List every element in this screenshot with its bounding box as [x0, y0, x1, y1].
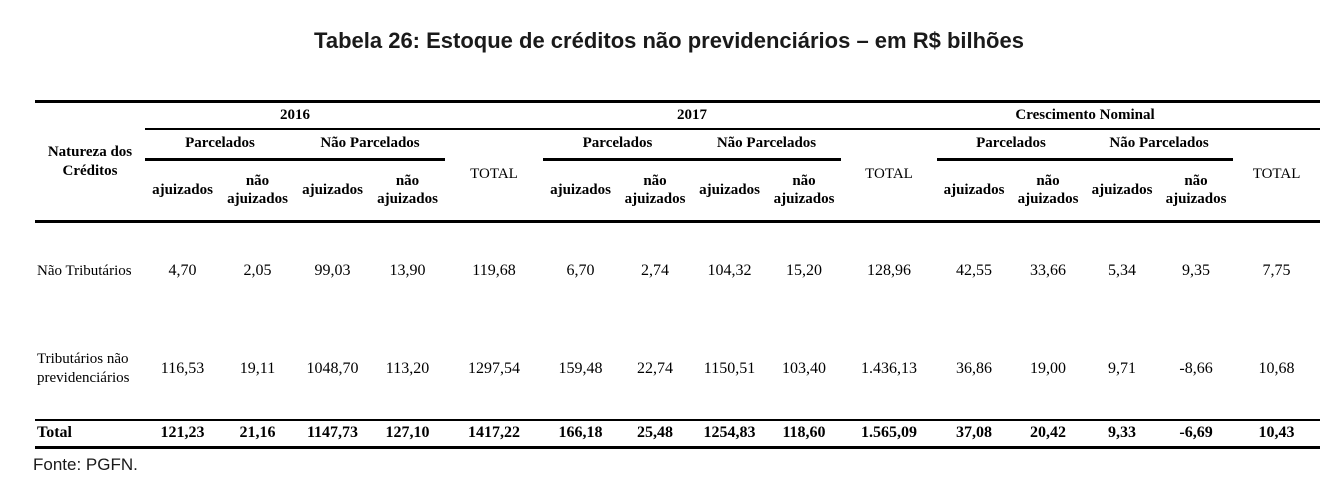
value-cell: 1048,70	[306, 360, 359, 377]
value-cell: 5,34	[1108, 262, 1136, 280]
value-cell: 9,35	[1182, 262, 1211, 280]
credits-table: Natureza dos Créditos 2016 2017 Crescime…	[35, 100, 1321, 449]
col-cresc-parc-ajuizados: ajuizados	[937, 159, 1011, 223]
total-value-cell: 37,08	[937, 418, 1011, 449]
value-cell: 119,68	[472, 262, 516, 280]
value-cell: 1.436,13	[861, 360, 917, 377]
total-row: Total 121,23 21,16 1147,73 127,10 1417,2…	[35, 418, 1321, 449]
value-cell: 36,86	[956, 360, 992, 377]
header-row-subgroups: Parcelados Não Parcelados TOTAL Parcelad…	[35, 128, 1321, 223]
row-header-title: Natureza dos Créditos	[35, 101, 145, 223]
source-note: Fonte: PGFN.	[33, 455, 138, 474]
row-label: Tributários não previdenciários	[37, 350, 130, 387]
total-value-cell: 10,43	[1233, 418, 1321, 449]
value-cell: 7,75	[1262, 262, 1291, 280]
col-2016-naoparc-ajuizados: ajuizados	[295, 159, 370, 223]
group-header-2016: 2016	[145, 101, 445, 130]
total-value-cell: 1147,73	[295, 418, 370, 449]
value-cell: 6,70	[566, 262, 595, 280]
total-value-cell: 127,10	[370, 418, 445, 449]
value-cell: -8,66	[1179, 360, 1213, 377]
value-cell: 22,74	[637, 360, 673, 377]
total-header-crescimento: TOTAL	[1233, 128, 1321, 223]
value-cell: 10,68	[1258, 360, 1295, 377]
value-cell: 128,96	[867, 262, 911, 280]
subgroup-2016-nao-parcelados: Não Parcelados	[295, 128, 445, 161]
col-2017-parc-nao-ajuizados: não ajuizados	[618, 159, 692, 223]
value-cell: 113,20	[385, 360, 430, 377]
total-value-cell: 1.565,09	[841, 418, 937, 449]
col-2017-naoparc-nao-ajuizados: não ajuizados	[767, 159, 841, 223]
value-cell: 15,20	[786, 262, 822, 280]
table-row: Não Tributários 4,70 2,05 99,03 13,90 11…	[35, 222, 1320, 320]
value-cell: 104,32	[707, 262, 752, 280]
value-cell: 19,00	[1030, 360, 1066, 377]
spacer-cell	[1233, 101, 1321, 130]
value-cell: 9,71	[1108, 360, 1136, 377]
value-cell: 2,74	[641, 262, 669, 280]
total-row-label: Total	[35, 418, 145, 449]
header-row-columns: ajuizados não ajuizados ajuizados não aj…	[35, 159, 1320, 223]
subgroup-2016-parcelados: Parcelados	[145, 128, 295, 161]
spacer-cell	[841, 101, 937, 130]
subgroup-2017-parcelados: Parcelados	[543, 128, 692, 161]
subgroup-cresc-nao-parcelados: Não Parcelados	[1085, 128, 1234, 161]
total-value-cell: 1254,83	[692, 418, 767, 449]
total-value-cell: 9,33	[1085, 418, 1159, 449]
subgroup-2017-nao-parcelados: Não Parcelados	[692, 128, 841, 161]
subgroup-cresc-parcelados: Parcelados	[937, 128, 1085, 161]
value-cell: 33,66	[1030, 262, 1066, 280]
col-cresc-naoparc-ajuizados: ajuizados	[1085, 159, 1159, 223]
group-header-crescimento: Crescimento Nominal	[937, 101, 1234, 130]
value-cell: 13,90	[389, 262, 426, 280]
value-cell: 99,03	[314, 262, 351, 280]
col-2016-parc-ajuizados: ajuizados	[145, 159, 220, 223]
col-cresc-naoparc-nao-ajuizados: não ajuizados	[1159, 159, 1234, 223]
value-cell: 4,70	[168, 262, 197, 280]
total-value-cell: 121,23	[145, 418, 220, 449]
total-value-cell: 1417,22	[445, 418, 543, 449]
col-2016-parc-nao-ajuizados: não ajuizados	[220, 159, 295, 223]
col-2017-naoparc-ajuizados: ajuizados	[692, 159, 767, 223]
spacer-cell	[445, 101, 543, 130]
value-cell: 1297,54	[468, 360, 520, 377]
table-row: Tributários não previdenciários 116,53 1…	[35, 320, 1320, 420]
value-cell: 159,48	[558, 360, 603, 377]
total-value-cell: 118,60	[767, 418, 841, 449]
value-cell: 42,55	[956, 262, 992, 280]
value-cell: 19,11	[239, 360, 276, 377]
total-value-cell: 166,18	[543, 418, 618, 449]
group-header-2017: 2017	[543, 101, 841, 130]
total-value-cell: 21,16	[220, 418, 295, 449]
total-header-2016: TOTAL	[445, 128, 543, 223]
row-label: Não Tributários	[37, 262, 132, 279]
col-cresc-parc-nao-ajuizados: não ajuizados	[1011, 159, 1085, 223]
total-value-cell: -6,69	[1159, 418, 1234, 449]
value-cell: 2,05	[243, 262, 272, 280]
col-2016-naoparc-nao-ajuizados: não ajuizados	[370, 159, 445, 223]
total-value-cell: 25,48	[618, 418, 692, 449]
value-cell: 103,40	[782, 360, 826, 377]
header-row-years: Natureza dos Créditos 2016 2017 Crescime…	[35, 101, 1321, 223]
value-cell: 1150,51	[703, 360, 756, 377]
value-cell: 116,53	[160, 360, 205, 377]
total-header-2017: TOTAL	[841, 128, 937, 223]
table-title: Tabela 26: Estoque de créditos não previ…	[314, 28, 1024, 53]
total-value-cell: 20,42	[1011, 418, 1085, 449]
col-2017-parc-ajuizados: ajuizados	[543, 159, 618, 223]
